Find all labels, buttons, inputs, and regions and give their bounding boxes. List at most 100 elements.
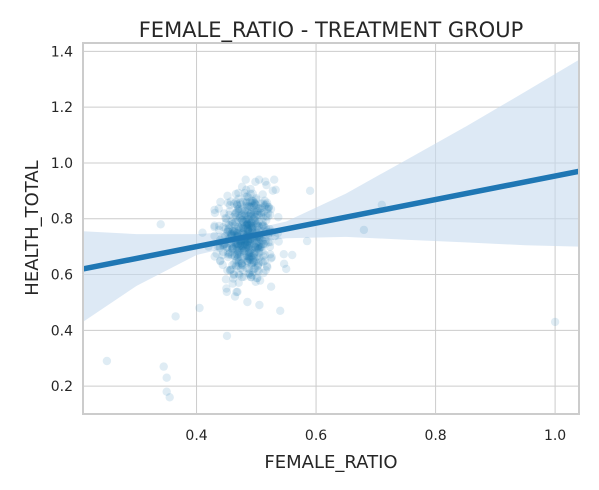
data-point xyxy=(255,253,264,262)
data-point xyxy=(245,248,254,257)
data-point xyxy=(249,207,259,216)
x-axis-label: FEMALE_RATIO xyxy=(264,452,397,473)
data-point xyxy=(243,257,252,266)
data-point xyxy=(254,267,263,276)
data-point xyxy=(260,202,269,211)
data-point xyxy=(260,196,269,205)
data-point xyxy=(225,206,234,216)
y-tick-labels: 0.2 0.4 0.6 0.8 1.0 1.2 1.4 xyxy=(51,44,73,395)
data-point xyxy=(302,236,312,246)
data-point xyxy=(225,227,234,237)
data-point xyxy=(251,243,261,253)
data-point xyxy=(305,186,315,195)
data-point xyxy=(238,223,248,233)
data-point xyxy=(245,197,255,207)
data-point xyxy=(259,222,269,231)
data-point xyxy=(257,209,267,218)
data-point xyxy=(257,240,266,249)
data-point xyxy=(241,175,250,184)
data-point xyxy=(231,189,241,199)
data-point xyxy=(228,279,237,288)
data-point xyxy=(244,265,254,274)
data-point xyxy=(236,264,246,273)
data-point xyxy=(239,209,249,218)
data-point xyxy=(241,221,250,230)
data-point xyxy=(234,204,243,213)
data-point xyxy=(252,274,262,283)
data-point xyxy=(232,242,241,251)
data-point xyxy=(257,199,266,208)
x-tick-labels: 0.4 0.6 0.8 1.0 xyxy=(185,428,566,444)
data-point xyxy=(248,267,258,276)
data-point xyxy=(258,236,267,246)
data-point xyxy=(226,197,235,206)
data-point xyxy=(238,197,248,207)
data-point xyxy=(240,246,249,256)
data-point xyxy=(244,224,253,233)
data-point xyxy=(232,287,241,297)
data-point xyxy=(243,241,252,250)
data-point xyxy=(260,250,269,259)
data-point xyxy=(235,241,244,251)
data-point xyxy=(212,249,221,258)
data-point xyxy=(234,216,243,225)
data-point xyxy=(258,221,267,230)
x-tick-label: 0.4 xyxy=(185,428,207,444)
data-point xyxy=(244,221,253,230)
data-point xyxy=(242,201,251,210)
data-point xyxy=(265,242,275,251)
data-point xyxy=(252,244,262,253)
data-point xyxy=(216,256,225,265)
data-point xyxy=(246,223,256,232)
data-point xyxy=(237,211,246,220)
data-point xyxy=(243,221,252,230)
grid-lines xyxy=(83,43,579,414)
data-point xyxy=(221,213,230,223)
data-point xyxy=(238,245,247,254)
data-point xyxy=(244,203,253,212)
data-point xyxy=(550,317,560,327)
data-point xyxy=(253,243,263,253)
data-point xyxy=(254,222,263,231)
data-point xyxy=(252,201,261,210)
data-point xyxy=(260,256,269,265)
data-point xyxy=(234,258,243,267)
data-point xyxy=(233,201,242,211)
data-point xyxy=(244,211,253,221)
data-point xyxy=(236,198,245,207)
data-point xyxy=(251,212,260,222)
data-point xyxy=(238,265,247,274)
data-point xyxy=(247,245,256,254)
data-point xyxy=(156,220,165,229)
data-point xyxy=(246,252,255,261)
data-point xyxy=(221,224,230,233)
data-point xyxy=(256,210,266,220)
data-point xyxy=(242,206,252,215)
data-point xyxy=(238,208,248,217)
data-point xyxy=(241,192,250,201)
data-point xyxy=(224,224,234,233)
data-point xyxy=(239,272,248,281)
data-point xyxy=(232,200,242,209)
data-point xyxy=(234,242,243,251)
data-point xyxy=(242,217,251,227)
data-point xyxy=(234,188,243,198)
data-point xyxy=(210,222,219,232)
data-point xyxy=(232,239,242,249)
data-point xyxy=(228,229,237,238)
data-point xyxy=(230,221,239,230)
regression-line xyxy=(82,168,580,272)
data-point xyxy=(249,250,259,259)
data-point xyxy=(247,212,256,221)
confidence-band-layer xyxy=(83,59,579,322)
data-point xyxy=(231,217,240,227)
data-point xyxy=(240,211,249,220)
data-point xyxy=(250,214,259,224)
data-point xyxy=(230,228,239,238)
data-point xyxy=(247,273,256,282)
data-point xyxy=(253,241,262,251)
data-point xyxy=(246,218,256,228)
data-point xyxy=(222,287,231,297)
data-point xyxy=(239,218,248,227)
data-point xyxy=(236,223,245,232)
